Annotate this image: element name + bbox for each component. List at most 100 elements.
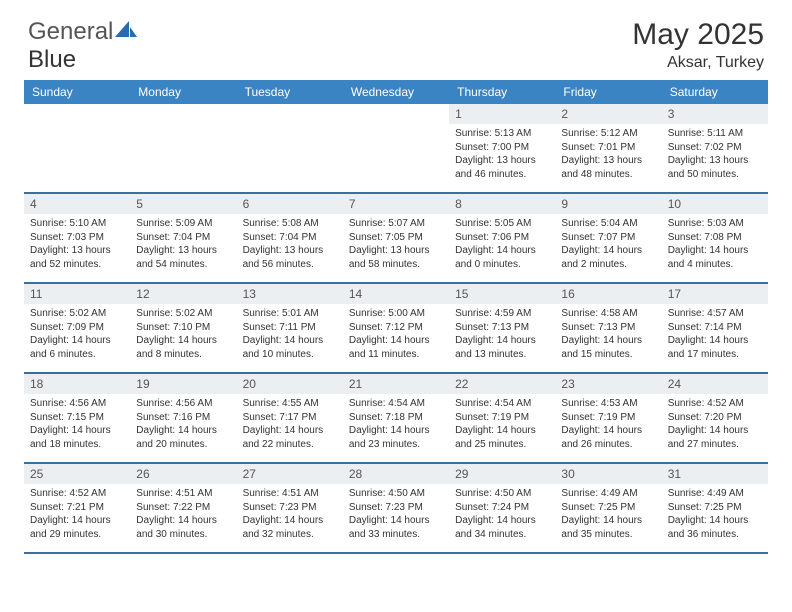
day-detail-line: and 29 minutes. (30, 528, 124, 542)
day-detail-line: Daylight: 13 hours (455, 154, 549, 168)
day-number: 29 (449, 464, 555, 484)
day-detail-line: Daylight: 14 hours (561, 514, 655, 528)
day-number: 23 (555, 374, 661, 394)
day-number: 7 (343, 194, 449, 214)
title-block: May 2025 Aksar, Turkey (632, 18, 764, 72)
calendar-grid: Sunday Monday Tuesday Wednesday Thursday… (0, 80, 792, 554)
day-detail-line: Daylight: 14 hours (136, 424, 230, 438)
day-detail-line: Sunset: 7:19 PM (455, 411, 549, 425)
day-detail-line: and 6 minutes. (30, 348, 124, 362)
day-number: 11 (24, 284, 130, 304)
day-number: 25 (24, 464, 130, 484)
day-detail-line: Sunset: 7:25 PM (668, 501, 762, 515)
day-number: 21 (343, 374, 449, 394)
day-cell: 2Sunrise: 5:12 AMSunset: 7:01 PMDaylight… (555, 104, 661, 192)
day-detail-line: and 20 minutes. (136, 438, 230, 452)
day-detail-line: and 22 minutes. (243, 438, 337, 452)
day-number: 27 (237, 464, 343, 484)
day-number: 22 (449, 374, 555, 394)
day-detail-line: Sunrise: 5:00 AM (349, 307, 443, 321)
day-cell (130, 104, 236, 192)
day-cell: 3Sunrise: 5:11 AMSunset: 7:02 PMDaylight… (662, 104, 768, 192)
day-detail-line: and 10 minutes. (243, 348, 337, 362)
day-header: Tuesday (237, 80, 343, 104)
day-detail-line: and 26 minutes. (561, 438, 655, 452)
day-detail-line: Sunrise: 4:51 AM (136, 487, 230, 501)
day-detail-line: Daylight: 14 hours (349, 424, 443, 438)
day-cell: 23Sunrise: 4:53 AMSunset: 7:19 PMDayligh… (555, 374, 661, 462)
day-cell: 7Sunrise: 5:07 AMSunset: 7:05 PMDaylight… (343, 194, 449, 282)
day-number: 8 (449, 194, 555, 214)
day-detail-line: and 2 minutes. (561, 258, 655, 272)
day-cell: 28Sunrise: 4:50 AMSunset: 7:23 PMDayligh… (343, 464, 449, 552)
day-number: 14 (343, 284, 449, 304)
day-detail-line: Sunrise: 4:59 AM (455, 307, 549, 321)
day-number: 18 (24, 374, 130, 394)
day-detail-line: and 50 minutes. (668, 168, 762, 182)
day-detail-line: Sunrise: 5:11 AM (668, 127, 762, 141)
day-number: 5 (130, 194, 236, 214)
day-cell (24, 104, 130, 192)
day-cell: 30Sunrise: 4:49 AMSunset: 7:25 PMDayligh… (555, 464, 661, 552)
day-number: 24 (662, 374, 768, 394)
day-detail-line: Sunset: 7:05 PM (349, 231, 443, 245)
day-cell (343, 104, 449, 192)
day-detail-line: Daylight: 14 hours (243, 334, 337, 348)
day-cell: 20Sunrise: 4:55 AMSunset: 7:17 PMDayligh… (237, 374, 343, 462)
day-detail-line: Sunset: 7:13 PM (561, 321, 655, 335)
day-detail-line: Sunrise: 4:52 AM (668, 397, 762, 411)
day-number: 4 (24, 194, 130, 214)
day-header-row: Sunday Monday Tuesday Wednesday Thursday… (24, 80, 768, 104)
day-detail-line: and 0 minutes. (455, 258, 549, 272)
day-number: 16 (555, 284, 661, 304)
day-detail-line: Sunrise: 5:07 AM (349, 217, 443, 231)
day-detail-line: Sunrise: 4:58 AM (561, 307, 655, 321)
day-detail-line: and 32 minutes. (243, 528, 337, 542)
day-detail-line: Sunset: 7:04 PM (136, 231, 230, 245)
day-detail-line: and 8 minutes. (136, 348, 230, 362)
day-detail-line: and 33 minutes. (349, 528, 443, 542)
day-number: 3 (662, 104, 768, 124)
day-number: 31 (662, 464, 768, 484)
day-cell: 17Sunrise: 4:57 AMSunset: 7:14 PMDayligh… (662, 284, 768, 372)
sail-icon (115, 18, 137, 46)
day-detail-line: Sunrise: 5:08 AM (243, 217, 337, 231)
day-cell: 9Sunrise: 5:04 AMSunset: 7:07 PMDaylight… (555, 194, 661, 282)
day-detail-line: Daylight: 13 hours (561, 154, 655, 168)
day-detail-line: and 30 minutes. (136, 528, 230, 542)
brand-part2: Blue (28, 46, 76, 73)
weeks-container: 1Sunrise: 5:13 AMSunset: 7:00 PMDaylight… (24, 104, 768, 554)
day-detail-line: Sunset: 7:10 PM (136, 321, 230, 335)
day-number: 28 (343, 464, 449, 484)
day-detail-line: Daylight: 14 hours (455, 334, 549, 348)
day-detail-line: and 11 minutes. (349, 348, 443, 362)
day-cell: 18Sunrise: 4:56 AMSunset: 7:15 PMDayligh… (24, 374, 130, 462)
day-detail-line: Sunrise: 4:50 AM (349, 487, 443, 501)
week-row: 1Sunrise: 5:13 AMSunset: 7:00 PMDaylight… (24, 104, 768, 194)
day-detail-line: Sunset: 7:18 PM (349, 411, 443, 425)
day-detail-line: and 17 minutes. (668, 348, 762, 362)
day-detail-line: Sunset: 7:00 PM (455, 141, 549, 155)
day-cell: 27Sunrise: 4:51 AMSunset: 7:23 PMDayligh… (237, 464, 343, 552)
day-number: 12 (130, 284, 236, 304)
week-row: 25Sunrise: 4:52 AMSunset: 7:21 PMDayligh… (24, 464, 768, 554)
day-detail-line: Sunset: 7:22 PM (136, 501, 230, 515)
day-cell: 13Sunrise: 5:01 AMSunset: 7:11 PMDayligh… (237, 284, 343, 372)
brand-part1: General (28, 18, 113, 45)
day-number: 13 (237, 284, 343, 304)
day-detail-line: Sunrise: 4:51 AM (243, 487, 337, 501)
day-detail-line: Sunset: 7:21 PM (30, 501, 124, 515)
day-cell: 6Sunrise: 5:08 AMSunset: 7:04 PMDaylight… (237, 194, 343, 282)
location-label: Aksar, Turkey (632, 54, 764, 72)
day-number: 2 (555, 104, 661, 124)
day-detail-line: and 36 minutes. (668, 528, 762, 542)
day-detail-line: Daylight: 14 hours (561, 334, 655, 348)
day-detail-line: Sunrise: 4:53 AM (561, 397, 655, 411)
day-detail-line: Sunset: 7:04 PM (243, 231, 337, 245)
day-header: Wednesday (343, 80, 449, 104)
day-detail-line: Daylight: 14 hours (243, 514, 337, 528)
day-header: Sunday (24, 80, 130, 104)
day-cell: 19Sunrise: 4:56 AMSunset: 7:16 PMDayligh… (130, 374, 236, 462)
day-detail-line: Daylight: 14 hours (30, 514, 124, 528)
day-detail-line: Daylight: 14 hours (136, 514, 230, 528)
